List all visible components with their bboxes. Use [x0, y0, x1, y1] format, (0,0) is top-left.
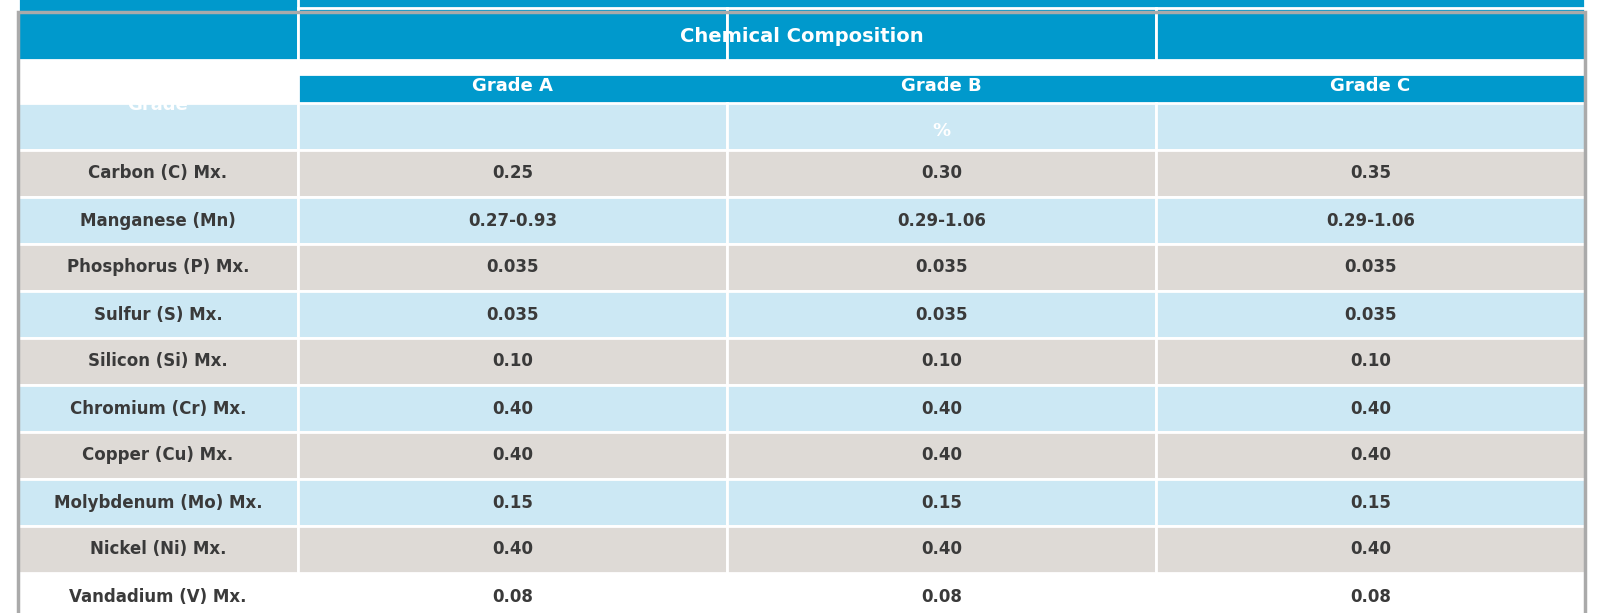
Bar [18, 479, 298, 526]
Text: %: % [933, 122, 951, 140]
Bar [728, 103, 1156, 150]
Bar [18, 197, 298, 244]
Bar [298, 197, 728, 244]
Bar [728, 338, 1156, 385]
Bar [18, 0, 298, 60]
Bar [728, 197, 1156, 244]
Bar [728, 291, 1156, 338]
Bar [1156, 479, 1585, 526]
Text: 0.08: 0.08 [922, 587, 962, 606]
Bar [298, 385, 728, 432]
Text: 0.035: 0.035 [915, 259, 968, 276]
Text: Chromium (Cr) Mx.: Chromium (Cr) Mx. [71, 400, 247, 417]
Text: 0.30: 0.30 [922, 164, 962, 183]
Bar [18, 103, 298, 150]
Text: Sulfur (S) Mx.: Sulfur (S) Mx. [93, 305, 223, 324]
Text: 0.10: 0.10 [1350, 352, 1391, 370]
Text: Silicon (Si) Mx.: Silicon (Si) Mx. [88, 352, 228, 370]
Text: Grade B: Grade B [901, 77, 981, 95]
Text: 0.035: 0.035 [486, 259, 539, 276]
Text: 0.25: 0.25 [492, 164, 534, 183]
Text: Copper (Cu) Mx.: Copper (Cu) Mx. [82, 446, 234, 465]
Text: 0.40: 0.40 [492, 541, 534, 558]
Bar [298, 526, 728, 573]
Text: 0.35: 0.35 [1350, 164, 1391, 183]
Bar [728, 150, 1156, 197]
Bar [1156, 526, 1585, 573]
Bar [18, 244, 298, 291]
Text: Carbon (C) Mx.: Carbon (C) Mx. [88, 164, 228, 183]
Bar [298, 74, 1585, 112]
Text: 0.08: 0.08 [1350, 587, 1391, 606]
Text: Vandadium (V) Mx.: Vandadium (V) Mx. [69, 587, 247, 606]
Bar [1156, 432, 1585, 479]
Text: 0.15: 0.15 [1350, 493, 1391, 511]
Text: 0.15: 0.15 [492, 493, 532, 511]
Bar [728, 244, 1156, 291]
Text: 0.10: 0.10 [492, 352, 532, 370]
Bar [298, 479, 728, 526]
Bar [298, 338, 728, 385]
Bar [1156, 291, 1585, 338]
Bar [728, 432, 1156, 479]
Bar [298, 150, 728, 197]
Bar [728, 479, 1156, 526]
Text: 0.035: 0.035 [1345, 259, 1396, 276]
Text: 0.035: 0.035 [486, 305, 539, 324]
Text: Molybdenum (Mo) Mx.: Molybdenum (Mo) Mx. [53, 493, 263, 511]
Bar [18, 385, 298, 432]
Bar [1156, 8, 1585, 60]
Text: 0.15: 0.15 [922, 493, 962, 511]
Bar [18, 432, 298, 479]
Text: 0.40: 0.40 [922, 541, 962, 558]
Text: 0.40: 0.40 [1350, 400, 1391, 417]
Bar [1156, 338, 1585, 385]
Text: 0.08: 0.08 [492, 587, 532, 606]
Bar [1156, 244, 1585, 291]
Bar [728, 385, 1156, 432]
Bar [298, 432, 728, 479]
Bar [1156, 103, 1585, 150]
Bar [18, 338, 298, 385]
Text: Phosphorus (P) Mx.: Phosphorus (P) Mx. [67, 259, 248, 276]
Text: 0.035: 0.035 [1345, 305, 1396, 324]
Bar [1156, 197, 1585, 244]
Bar [298, 291, 728, 338]
Text: 0.10: 0.10 [922, 352, 962, 370]
Bar [1156, 150, 1585, 197]
Text: Chemical Composition: Chemical Composition [680, 26, 923, 45]
Bar [18, 0, 1585, 12]
Text: 0.40: 0.40 [922, 400, 962, 417]
Text: 0.29-1.06: 0.29-1.06 [1326, 211, 1415, 229]
Text: 0.29-1.06: 0.29-1.06 [898, 211, 986, 229]
Bar [18, 526, 298, 573]
Bar [18, 291, 298, 338]
Text: Nickel (Ni) Mx.: Nickel (Ni) Mx. [90, 541, 226, 558]
Text: 0.40: 0.40 [1350, 541, 1391, 558]
Bar [298, 103, 728, 150]
Bar [298, 8, 728, 60]
Bar [1156, 385, 1585, 432]
Text: Grade: Grade [128, 96, 189, 114]
Text: 0.40: 0.40 [1350, 446, 1391, 465]
Bar [298, 244, 728, 291]
Text: Manganese (Mn): Manganese (Mn) [80, 211, 236, 229]
Text: Grade C: Grade C [1330, 77, 1411, 95]
Text: 0.40: 0.40 [492, 446, 534, 465]
Bar [728, 526, 1156, 573]
Bar [18, 150, 298, 197]
Text: 0.40: 0.40 [922, 446, 962, 465]
Text: 0.27-0.93: 0.27-0.93 [468, 211, 558, 229]
Text: 0.40: 0.40 [492, 400, 534, 417]
Text: 0.035: 0.035 [915, 305, 968, 324]
Bar [728, 8, 1156, 60]
Text: Grade A: Grade A [471, 77, 553, 95]
